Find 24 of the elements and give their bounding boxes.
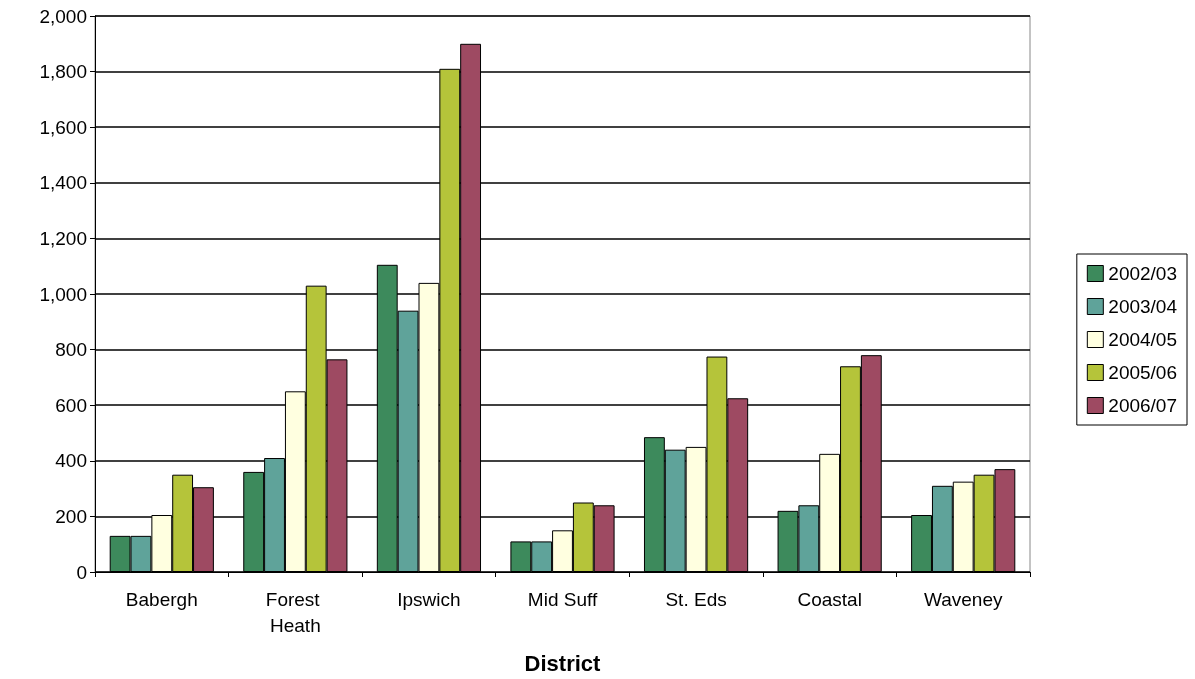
legend-label: 2002/03 (1108, 263, 1178, 284)
y-tick-label: 400 (55, 450, 87, 472)
x-tick-label: Coastal (797, 588, 862, 610)
y-tick-label: 800 (55, 339, 87, 361)
y-tick-label: 1,600 (39, 116, 87, 138)
y-tick-label: 1,000 (39, 283, 87, 305)
x-axis-title: District (524, 650, 602, 676)
y-tick-label: 600 (55, 394, 87, 416)
y-tick-label: 200 (55, 505, 87, 527)
x-tick-label: Mid Suff (527, 588, 598, 610)
x-tick-label: Forest Heath (265, 588, 325, 636)
x-tick-label: St. Eds (665, 588, 727, 610)
y-tick-label: 1,800 (39, 61, 87, 83)
y-tick-label: 0 (76, 561, 87, 583)
x-tick-label: Babergh (125, 588, 198, 610)
y-tick-label: 2,000 (39, 5, 87, 27)
y-tick-label: 1,400 (39, 172, 87, 194)
x-tick-label: Ipswich (397, 588, 461, 610)
legend-label: 2004/05 (1108, 329, 1178, 350)
x-tick-label: Waveney (923, 588, 1003, 610)
legend-label: 2005/06 (1108, 362, 1178, 383)
legend-label: 2003/04 (1108, 296, 1178, 317)
y-tick-label: 1,200 (39, 227, 87, 249)
legend-label: 2006/07 (1108, 395, 1178, 416)
